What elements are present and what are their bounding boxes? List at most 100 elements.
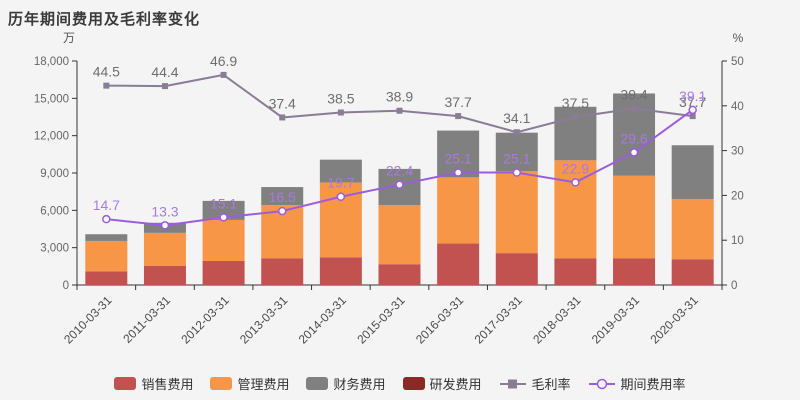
bar-segment-selling-expense[interactable] [437, 243, 480, 285]
x-axis-category-label: 2012-03-31 [178, 293, 232, 347]
gross-margin-value-label: 44.5 [93, 64, 120, 80]
period-expense-ratio-marker[interactable] [571, 178, 580, 187]
gross-margin-marker[interactable] [337, 109, 344, 116]
bar-segment-selling-expense[interactable] [202, 260, 245, 285]
gross-margin-marker[interactable] [689, 113, 696, 120]
gross-margin-marker[interactable] [455, 113, 462, 120]
period-expense-ratio-marker[interactable] [512, 168, 522, 177]
left-axis-tick-label: 12,000 [34, 131, 69, 143]
right-axis-tick-label: 40 [731, 101, 744, 113]
legend-swatch-finance-expense [306, 377, 329, 390]
legend-item-finance-expense[interactable]: 财务费用 [306, 374, 386, 393]
x-axis-category-label: 2014-03-31 [296, 293, 350, 347]
period-expense-ratio-value-label: 22.4 [386, 163, 413, 179]
gross-margin-marker[interactable] [631, 105, 638, 112]
right-axis-unit: % [733, 31, 744, 45]
bar-segment-admin-expense[interactable] [202, 219, 245, 261]
period-expense-ratio-marker[interactable] [336, 192, 346, 201]
bar-segment-admin-expense[interactable] [437, 177, 480, 244]
gross-margin-marker[interactable] [103, 82, 110, 89]
left-axis-tick-label: 3,000 [40, 243, 69, 255]
bar-segment-selling-expense[interactable] [554, 258, 597, 285]
period-expense-ratio-marker[interactable] [160, 221, 170, 230]
legend-swatch-selling-expense [114, 377, 137, 390]
left-axis-tick-label: 0 [63, 280, 69, 292]
right-axis-tick-label: 20 [731, 190, 744, 202]
period-expense-ratio-value-label: 15.1 [210, 195, 237, 211]
gross-margin-value-label: 37.5 [562, 95, 589, 111]
gross-margin-value-label: 46.9 [210, 53, 237, 69]
legend-item-rd-expense[interactable]: 研发费用 [402, 374, 482, 393]
period-expense-ratio-value-label: 25.1 [503, 151, 530, 167]
period-expense-ratio-value-label: 29.6 [620, 130, 647, 146]
bar-segment-selling-expense[interactable] [378, 264, 421, 285]
period-expense-ratio-value-label: 39.1 [679, 88, 706, 104]
gross-margin-value-label: 39.4 [620, 86, 647, 102]
legend-marker-gross-margin [499, 379, 526, 388]
bar-segment-selling-expense[interactable] [85, 271, 128, 285]
chart-canvas: 0 3,000 6,000 9,000 12,000 15,000 18,000 万 0 10 20… [34, 31, 744, 347]
legend-label-selling-expense: 销售费用 [141, 377, 194, 392]
gross-margin-value-label: 38.9 [386, 89, 413, 105]
bar-segment-admin-expense[interactable] [143, 232, 186, 266]
period-expense-ratio-value-label: 22.9 [562, 160, 589, 176]
gross-margin-marker[interactable] [279, 114, 286, 121]
gross-margin-value-label: 34.1 [503, 110, 530, 126]
bar-segment-selling-expense[interactable] [319, 257, 362, 285]
legend-item-gross-margin[interactable]: 毛利率 [499, 374, 571, 393]
gross-margin-marker[interactable] [396, 107, 403, 114]
legend-item-admin-expense[interactable]: 管理费用 [210, 374, 289, 393]
bar-segment-selling-expense[interactable] [261, 258, 304, 285]
period-expense-ratio-marker[interactable] [277, 206, 287, 216]
bar-segment-selling-expense[interactable] [671, 259, 714, 285]
period-expense-ratio-marker[interactable] [629, 148, 639, 157]
legend-item-period-expense-ratio[interactable]: 期间费用率 [588, 374, 686, 393]
gross-margin-value-label: 37.7 [445, 94, 472, 110]
gross-margin-marker[interactable] [513, 129, 520, 136]
x-axis-category-label: 2018-03-31 [530, 293, 584, 347]
period-expense-ratio-marker[interactable] [453, 168, 463, 177]
gross-margin-value-label: 37.4 [269, 95, 296, 111]
period-expense-ratio-value-label: 14.7 [93, 197, 120, 213]
period-expense-ratio-marker[interactable] [219, 213, 228, 222]
bar-segment-finance-expense[interactable] [671, 145, 714, 200]
x-axis-category-label: 2017-03-31 [472, 293, 526, 347]
period-expense-ratio-marker[interactable] [688, 105, 697, 115]
gross-margin-marker[interactable] [572, 114, 579, 120]
period-expense-ratio-value-label: 13.3 [151, 203, 178, 219]
gross-margin-marker[interactable] [161, 83, 168, 90]
period-expense-ratio-marker[interactable] [395, 180, 404, 189]
period-expense-ratio-value-label: 19.7 [327, 175, 354, 191]
chart-legend: 销售费用 管理费用 财务费用 研发费用 毛利率 期间费用率 [0, 374, 800, 393]
bar-segment-selling-expense[interactable] [495, 253, 538, 285]
bar-segment-admin-expense[interactable] [554, 160, 597, 259]
legend-label-finance-expense: 财务费用 [333, 377, 386, 392]
bar-segment-selling-expense[interactable] [143, 265, 186, 285]
left-axis-tick-label: 18,000 [34, 56, 69, 68]
x-axis-category-label: 2010-03-31 [61, 293, 115, 347]
bar-segment-finance-expense[interactable] [319, 159, 362, 183]
bar-segment-finance-expense[interactable] [202, 200, 245, 220]
bar-segment-selling-expense[interactable] [613, 258, 656, 285]
x-axis-category-label: 2015-03-31 [354, 293, 408, 347]
legend-marker-period-expense-ratio [588, 378, 615, 389]
legend-item-selling-expense[interactable]: 销售费用 [114, 374, 193, 393]
bar-segment-finance-expense[interactable] [261, 187, 304, 206]
gross-margin-marker[interactable] [220, 71, 227, 78]
bar-segment-finance-expense[interactable] [495, 132, 538, 172]
bar-segment-admin-expense[interactable] [671, 199, 714, 260]
bar-segment-admin-expense[interactable] [495, 171, 538, 254]
left-axis-tick-label: 9,000 [40, 168, 69, 180]
legend-swatch-admin-expense [210, 377, 233, 390]
right-axis-tick-label: 0 [731, 280, 737, 292]
gross-margin-value-label: 44.4 [151, 64, 178, 80]
bar-segment-admin-expense[interactable] [378, 204, 421, 265]
x-axis-category-label: 2013-03-31 [237, 293, 291, 347]
x-axis-category-label: 2016-03-31 [413, 293, 467, 347]
bar-segment-finance-expense[interactable] [85, 234, 128, 241]
period-expense-ratio-marker[interactable] [102, 214, 111, 224]
bar-segment-admin-expense[interactable] [85, 240, 128, 272]
bar-segment-admin-expense[interactable] [613, 175, 656, 259]
legend-label-rd-expense: 研发费用 [429, 377, 482, 392]
